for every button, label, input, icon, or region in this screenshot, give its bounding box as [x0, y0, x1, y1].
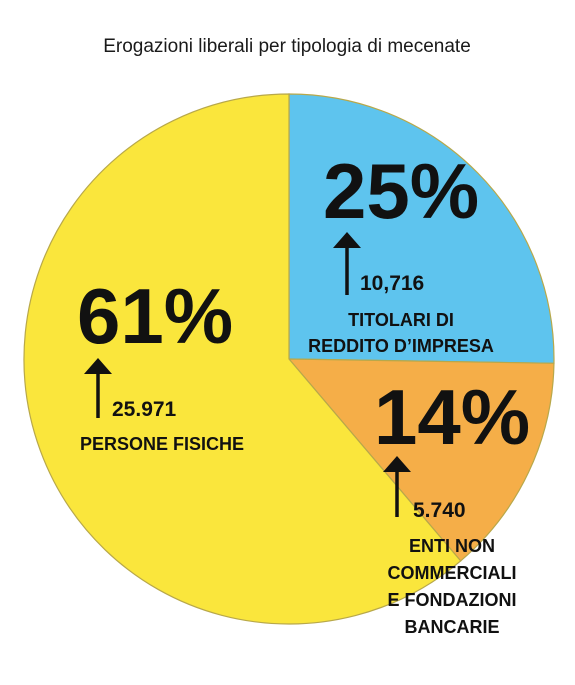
- slice-annotation-enti: 14% 5.740 ENTI NON COMMERCIALI E FONDAZI…: [374, 373, 530, 637]
- value-label-enti: 5.740: [413, 499, 466, 522]
- category-label-enti-line1: ENTI NON: [409, 536, 495, 556]
- value-label-persone: 25.971: [112, 398, 177, 421]
- pie-slice-imprese: [288, 93, 555, 364]
- category-label-imprese-line1: TITOLARI DI: [348, 310, 454, 330]
- chart-title: Erogazioni liberali per tipologia di mec…: [103, 36, 471, 57]
- category-label-persone: PERSONE FISICHE: [80, 434, 244, 454]
- category-label-enti-line2: COMMERCIALI: [388, 563, 517, 583]
- category-label-imprese-line2: REDDITO D’IMPRESA: [308, 336, 494, 356]
- category-label-enti-line4: BANCARIE: [404, 617, 499, 637]
- slice-annotation-imprese: 25% 10,716 TITOLARI DI REDDITO D’IMPRESA: [308, 147, 494, 356]
- percent-label-imprese: 25%: [323, 147, 479, 235]
- category-label-enti-line3: E FONDAZIONI: [388, 590, 517, 610]
- pie-slice-persone: [23, 93, 462, 625]
- value-label-imprese: 10,716: [360, 272, 424, 295]
- arrow-head-enti: [383, 456, 411, 472]
- arrow-head-imprese: [333, 232, 361, 248]
- arrow-head-persone: [84, 358, 112, 374]
- pie-slice-enti: [287, 358, 555, 562]
- percent-label-enti: 14%: [374, 373, 530, 461]
- pie-slices: [23, 93, 555, 625]
- percent-label-persone: 61%: [77, 272, 233, 360]
- slice-annotation-persone: 61% 25.971 PERSONE FISICHE: [77, 272, 244, 454]
